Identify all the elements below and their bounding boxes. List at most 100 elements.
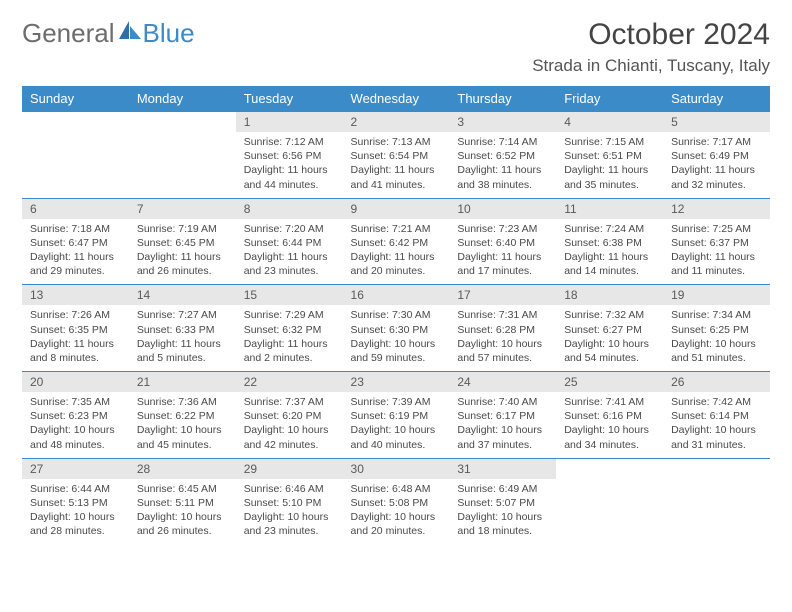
calendar-day-cell: 29Sunrise: 6:46 AMSunset: 5:10 PMDayligh… (236, 458, 343, 544)
calendar-week-row: 1Sunrise: 7:12 AMSunset: 6:56 PMDaylight… (22, 112, 770, 199)
sunrise-text: Sunrise: 7:14 AM (457, 135, 548, 149)
sunset-text: Sunset: 5:07 PM (457, 496, 548, 510)
sunset-text: Sunset: 6:32 PM (244, 323, 335, 337)
sunset-text: Sunset: 6:17 PM (457, 409, 548, 423)
daylight-text: Daylight: 11 hours and 26 minutes. (137, 250, 228, 278)
daylight-text: Daylight: 11 hours and 35 minutes. (564, 163, 655, 191)
day-number: 24 (449, 372, 556, 392)
daylight-text: Daylight: 10 hours and 26 minutes. (137, 510, 228, 538)
day-number: 11 (556, 199, 663, 219)
calendar-day-cell: 6Sunrise: 7:18 AMSunset: 6:47 PMDaylight… (22, 198, 129, 285)
daylight-text: Daylight: 11 hours and 38 minutes. (457, 163, 548, 191)
daylight-text: Daylight: 10 hours and 54 minutes. (564, 337, 655, 365)
sunrise-text: Sunrise: 6:49 AM (457, 482, 548, 496)
sunset-text: Sunset: 6:35 PM (30, 323, 121, 337)
calendar-day-cell: 8Sunrise: 7:20 AMSunset: 6:44 PMDaylight… (236, 198, 343, 285)
sunrise-text: Sunrise: 7:12 AM (244, 135, 335, 149)
header: General Blue October 2024 Strada in Chia… (22, 18, 770, 76)
weekday-header: Tuesday (236, 86, 343, 112)
daylight-text: Daylight: 11 hours and 32 minutes. (671, 163, 762, 191)
sunrise-text: Sunrise: 7:41 AM (564, 395, 655, 409)
sunrise-text: Sunrise: 7:35 AM (30, 395, 121, 409)
calendar-day-cell: 22 Sunrise: 7:37 AMSunset: 6:20 PMDayligh… (236, 372, 343, 459)
day-details: Sunrise: 7:41 AMSunset: 6:16 PMDaylight:… (556, 392, 663, 458)
calendar-day-cell: 31 Sunrise: 6:49 AMSunset: 5:07 PMDayligh… (449, 458, 556, 544)
day-number: 4 (556, 112, 663, 132)
day-number (129, 112, 236, 132)
calendar-day-cell: 14Sunrise: 7:27 AMSunset: 6:33 PMDayligh… (129, 285, 236, 372)
sail-icon (119, 21, 141, 41)
calendar-week-row: 27Sunrise: 6:44 AMSunset: 5:13 PMDayligh… (22, 458, 770, 544)
day-number: 28 (129, 459, 236, 479)
calendar-day-cell: 18Sunrise: 7:32 AMSunset: 6:27 PMDayligh… (556, 285, 663, 372)
day-number: 31 (449, 459, 556, 479)
sunrise-text: Sunrise: 7:40 AM (457, 395, 548, 409)
sunset-text: Sunset: 6:20 PM (244, 409, 335, 423)
day-details: Sunrise: 7:35 AMSunset: 6:23 PMDaylight:… (22, 392, 129, 458)
day-details: Sunrise: 7:34 AMSunset: 6:25 PMDaylight:… (663, 305, 770, 371)
daylight-text: Daylight: 10 hours and 42 minutes. (244, 423, 335, 451)
sunrise-text: Sunrise: 7:37 AM (244, 395, 335, 409)
daylight-text: Daylight: 11 hours and 20 minutes. (351, 250, 442, 278)
calendar-day-cell: 20Sunrise: 7:35 AMSunset: 6:23 PMDayligh… (22, 372, 129, 459)
sunset-text: Sunset: 6:22 PM (137, 409, 228, 423)
calendar-day-cell: 15Sunrise: 7:29 AMSunset: 6:32 PMDayligh… (236, 285, 343, 372)
sunrise-text: Sunrise: 7:23 AM (457, 222, 548, 236)
sunset-text: Sunset: 6:51 PM (564, 149, 655, 163)
sunrise-text: Sunrise: 7:36 AM (137, 395, 228, 409)
day-number: 10 (449, 199, 556, 219)
sunset-text: Sunset: 6:16 PM (564, 409, 655, 423)
day-details: Sunrise: 7:29 AMSunset: 6:32 PMDaylight:… (236, 305, 343, 371)
day-number: 9 (343, 199, 450, 219)
title-block: October 2024 Strada in Chianti, Tuscany,… (532, 18, 770, 76)
daylight-text: Daylight: 10 hours and 20 minutes. (351, 510, 442, 538)
sunset-text: Sunset: 6:45 PM (137, 236, 228, 250)
day-number: 3 (449, 112, 556, 132)
day-number: 19 (663, 285, 770, 305)
daylight-text: Daylight: 10 hours and 18 minutes. (457, 510, 548, 538)
day-details: Sunrise: 7:13 AMSunset: 6:54 PMDaylight:… (343, 132, 450, 198)
day-number: 20 (22, 372, 129, 392)
sunrise-text: Sunrise: 6:44 AM (30, 482, 121, 496)
day-number: 8 (236, 199, 343, 219)
sunrise-text: Sunrise: 7:32 AM (564, 308, 655, 322)
day-number: 7 (129, 199, 236, 219)
day-number: 15 (236, 285, 343, 305)
daylight-text: Daylight: 11 hours and 29 minutes. (30, 250, 121, 278)
day-number: 5 (663, 112, 770, 132)
daylight-text: Daylight: 10 hours and 23 minutes. (244, 510, 335, 538)
weekday-header: Saturday (663, 86, 770, 112)
daylight-text: Daylight: 10 hours and 45 minutes. (137, 423, 228, 451)
sunrise-text: Sunrise: 7:13 AM (351, 135, 442, 149)
calendar-day-cell: 7Sunrise: 7:19 AMSunset: 6:45 PMDaylight… (129, 198, 236, 285)
sunset-text: Sunset: 6:54 PM (351, 149, 442, 163)
sunrise-text: Sunrise: 7:15 AM (564, 135, 655, 149)
day-number (663, 459, 770, 479)
day-number: 23 (343, 372, 450, 392)
day-details: Sunrise: 6:48 AMSunset: 5:08 PMDaylight:… (343, 479, 450, 545)
day-number: 22 (236, 372, 343, 392)
day-details: Sunrise: 7:17 AMSunset: 6:49 PMDaylight:… (663, 132, 770, 198)
day-number: 27 (22, 459, 129, 479)
calendar-table: Sunday Monday Tuesday Wednesday Thursday… (22, 86, 770, 544)
day-details: Sunrise: 7:42 AMSunset: 6:14 PMDaylight:… (663, 392, 770, 458)
sunrise-text: Sunrise: 7:34 AM (671, 308, 762, 322)
calendar-day-cell: 30Sunrise: 6:48 AMSunset: 5:08 PMDayligh… (343, 458, 450, 544)
day-details (663, 479, 770, 488)
calendar-day-cell: 9Sunrise: 7:21 AMSunset: 6:42 PMDaylight… (343, 198, 450, 285)
sunset-text: Sunset: 6:38 PM (564, 236, 655, 250)
day-details: Sunrise: 7:12 AMSunset: 6:56 PMDaylight:… (236, 132, 343, 198)
calendar-body: 1Sunrise: 7:12 AMSunset: 6:56 PMDaylight… (22, 112, 770, 545)
day-details: Sunrise: 7:39 AMSunset: 6:19 PMDaylight:… (343, 392, 450, 458)
calendar-day-cell: 4 Sunrise: 7:15 AMSunset: 6:51 PMDaylight… (556, 112, 663, 199)
day-number: 21 (129, 372, 236, 392)
day-number: 29 (236, 459, 343, 479)
sunset-text: Sunset: 6:23 PM (30, 409, 121, 423)
day-details: Sunrise: 7:40 AMSunset: 6:17 PMDaylight:… (449, 392, 556, 458)
calendar-day-cell (556, 458, 663, 544)
calendar-day-cell: 16Sunrise: 7:30 AMSunset: 6:30 PMDayligh… (343, 285, 450, 372)
day-number: 18 (556, 285, 663, 305)
day-number: 14 (129, 285, 236, 305)
day-details: Sunrise: 6:44 AMSunset: 5:13 PMDaylight:… (22, 479, 129, 545)
day-details: Sunrise: 7:25 AMSunset: 6:37 PMDaylight:… (663, 219, 770, 285)
